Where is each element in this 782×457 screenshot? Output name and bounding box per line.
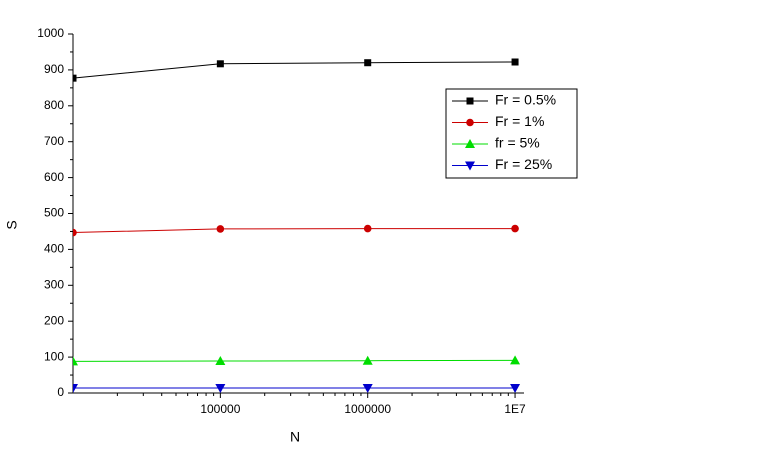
series-line (73, 359, 516, 362)
marker (362, 383, 373, 393)
y-axis-label: S (4, 220, 20, 229)
marker (362, 355, 373, 365)
marker (215, 383, 226, 393)
legend-label: fr = 5% (495, 135, 540, 151)
marker (363, 224, 372, 233)
legend-label: Fr = 25% (495, 156, 552, 172)
x-tick-label: 1E7 (504, 402, 526, 416)
y-tick-label: 700 (44, 134, 64, 148)
legend-label: Fr = 1% (495, 113, 544, 129)
marker (215, 356, 226, 366)
y-tick-label: 800 (44, 98, 64, 112)
marker (465, 139, 475, 148)
marker (511, 224, 519, 233)
marker (73, 356, 78, 366)
marker (466, 118, 474, 127)
y-tick-label: 900 (44, 62, 64, 76)
marker (511, 58, 519, 66)
marker (510, 355, 521, 365)
x-axis-label: N (290, 429, 300, 445)
marker (73, 228, 77, 237)
marker (73, 74, 77, 82)
marker (510, 383, 521, 393)
plot-area (73, 58, 521, 393)
marker (216, 60, 224, 68)
x-tick-label: 100000 (200, 402, 240, 416)
marker (73, 383, 78, 393)
x-tick-label: 1000000 (344, 402, 391, 416)
marker (216, 225, 225, 233)
marker (364, 59, 372, 67)
legend-label: Fr = 0.5% (495, 92, 556, 108)
y-tick-label: 200 (44, 313, 64, 327)
y-tick-label: 100 (44, 349, 64, 363)
marker (465, 161, 475, 171)
marker (466, 97, 474, 105)
series-line (73, 228, 516, 234)
y-tick-label: 400 (44, 242, 64, 256)
y-tick-label: 500 (44, 206, 64, 220)
y-tick-label: 1000 (37, 26, 64, 40)
y-tick-label: 0 (57, 385, 64, 399)
y-tick-label: 300 (44, 277, 64, 291)
y-tick-label: 600 (44, 170, 64, 184)
series-line (73, 61, 516, 79)
